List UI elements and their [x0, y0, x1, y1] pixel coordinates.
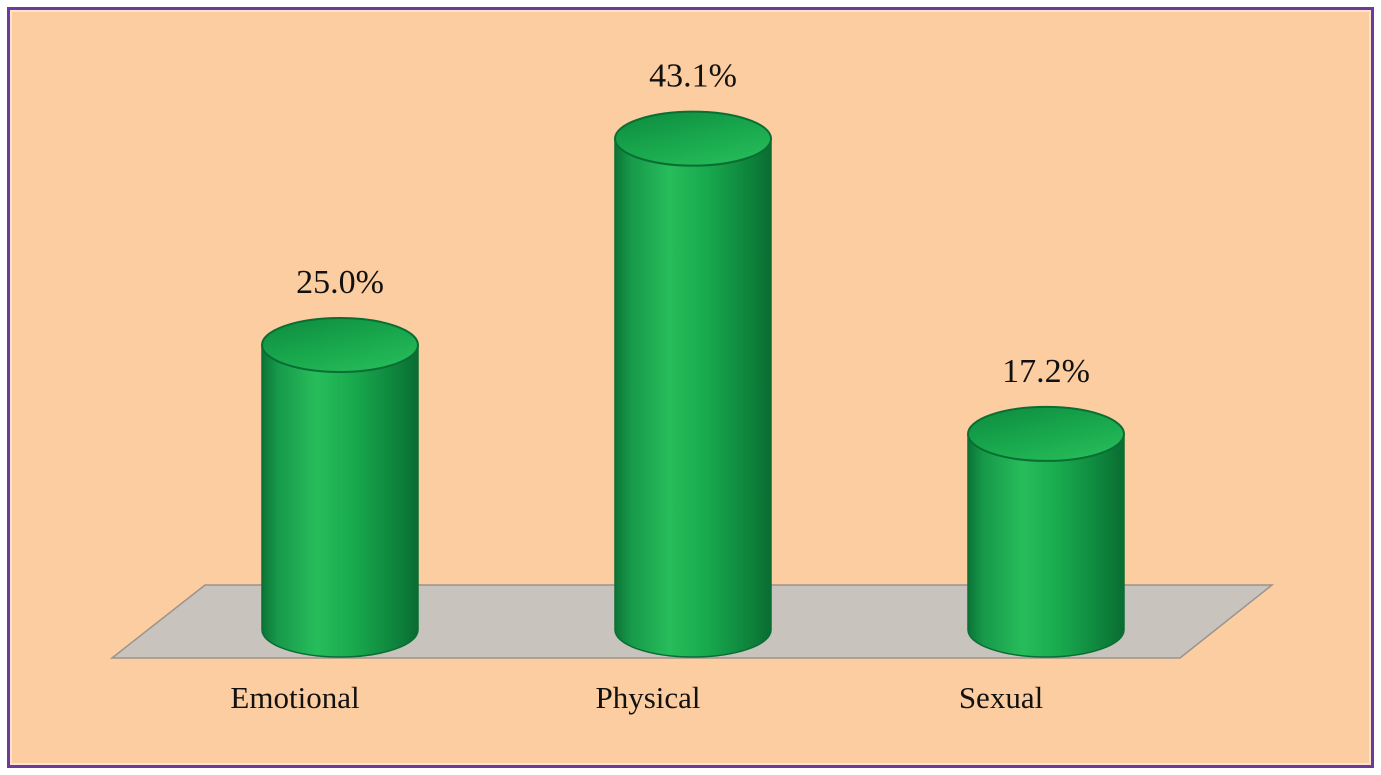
- bar-value-label: 17.2%: [1002, 353, 1090, 390]
- bar-cylinder-body: [614, 137, 772, 658]
- bar-cylinder-body: [967, 433, 1125, 658]
- category-label: Sexual: [959, 680, 1043, 715]
- bar-group-sexual: 17.2% Sexual: [959, 353, 1125, 715]
- category-label: Emotional: [230, 680, 359, 715]
- bar-group-emotional: 25.0% Emotional: [230, 264, 419, 715]
- bar-cylinder-top: [614, 110, 772, 167]
- bar-cylinder-body: [261, 344, 419, 658]
- bar-value-label: 43.1%: [649, 58, 737, 95]
- category-label: Physical: [595, 680, 700, 715]
- bar-group-physical: 43.1% Physical: [595, 58, 772, 715]
- bar-value-label: 25.0%: [296, 264, 384, 301]
- chart-plot-area: 25.0% Emotional 43.1% Physical 17.2% Sexual: [109, 58, 1275, 715]
- bar-cylinder-top: [967, 405, 1125, 462]
- bar-cylinder-top: [261, 317, 419, 373]
